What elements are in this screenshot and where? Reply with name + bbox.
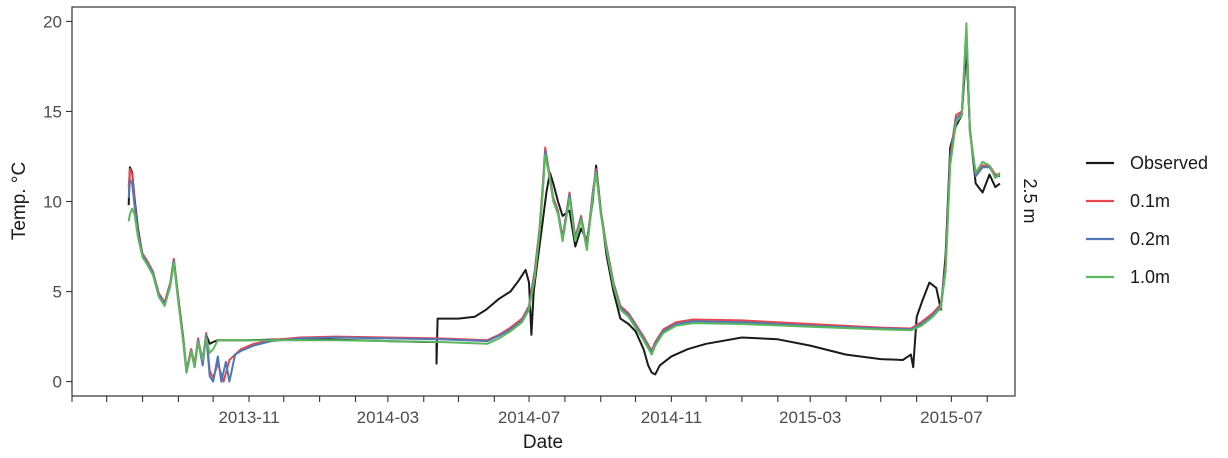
x-axis: 2013-11 2014-03 2014-07 2014-11 2015-03 2015-… bbox=[71, 396, 988, 427]
legend: Observed 0.1m 0.2m 1.0m bbox=[1086, 153, 1208, 287]
y-tick-label: 0 bbox=[53, 373, 62, 392]
x-tick-label: 2014-07 bbox=[498, 408, 560, 427]
x-tick-label: 2015-03 bbox=[779, 408, 841, 427]
y-tick-label: 20 bbox=[43, 12, 62, 31]
x-tick-label: 2014-03 bbox=[357, 408, 419, 427]
plot-panel bbox=[71, 6, 1016, 397]
y-tick-label: 10 bbox=[43, 193, 62, 212]
y-tick-label: 5 bbox=[53, 283, 62, 302]
y-axis-title: Temp. °C bbox=[9, 162, 30, 240]
series-layer bbox=[127, 22, 1001, 383]
facet-strip-label: 2.5 m bbox=[1020, 178, 1040, 223]
x-tick-label: 2015-07 bbox=[920, 408, 982, 427]
series-line-1-0m bbox=[127, 22, 1001, 374]
plot-area bbox=[71, 6, 1016, 397]
x-axis-title: Date bbox=[523, 432, 563, 453]
x-tick-label: 2013-11 bbox=[218, 408, 279, 427]
legend-label: 0.2m bbox=[1130, 229, 1170, 249]
legend-label: 0.1m bbox=[1130, 191, 1170, 211]
y-tick-label: 15 bbox=[43, 102, 62, 121]
legend-label: Observed bbox=[1130, 153, 1208, 173]
x-tick-label: 2014-11 bbox=[641, 408, 702, 427]
y-axis: 0 5 10 15 20 bbox=[43, 12, 72, 392]
legend-label: 1.0m bbox=[1130, 267, 1170, 287]
